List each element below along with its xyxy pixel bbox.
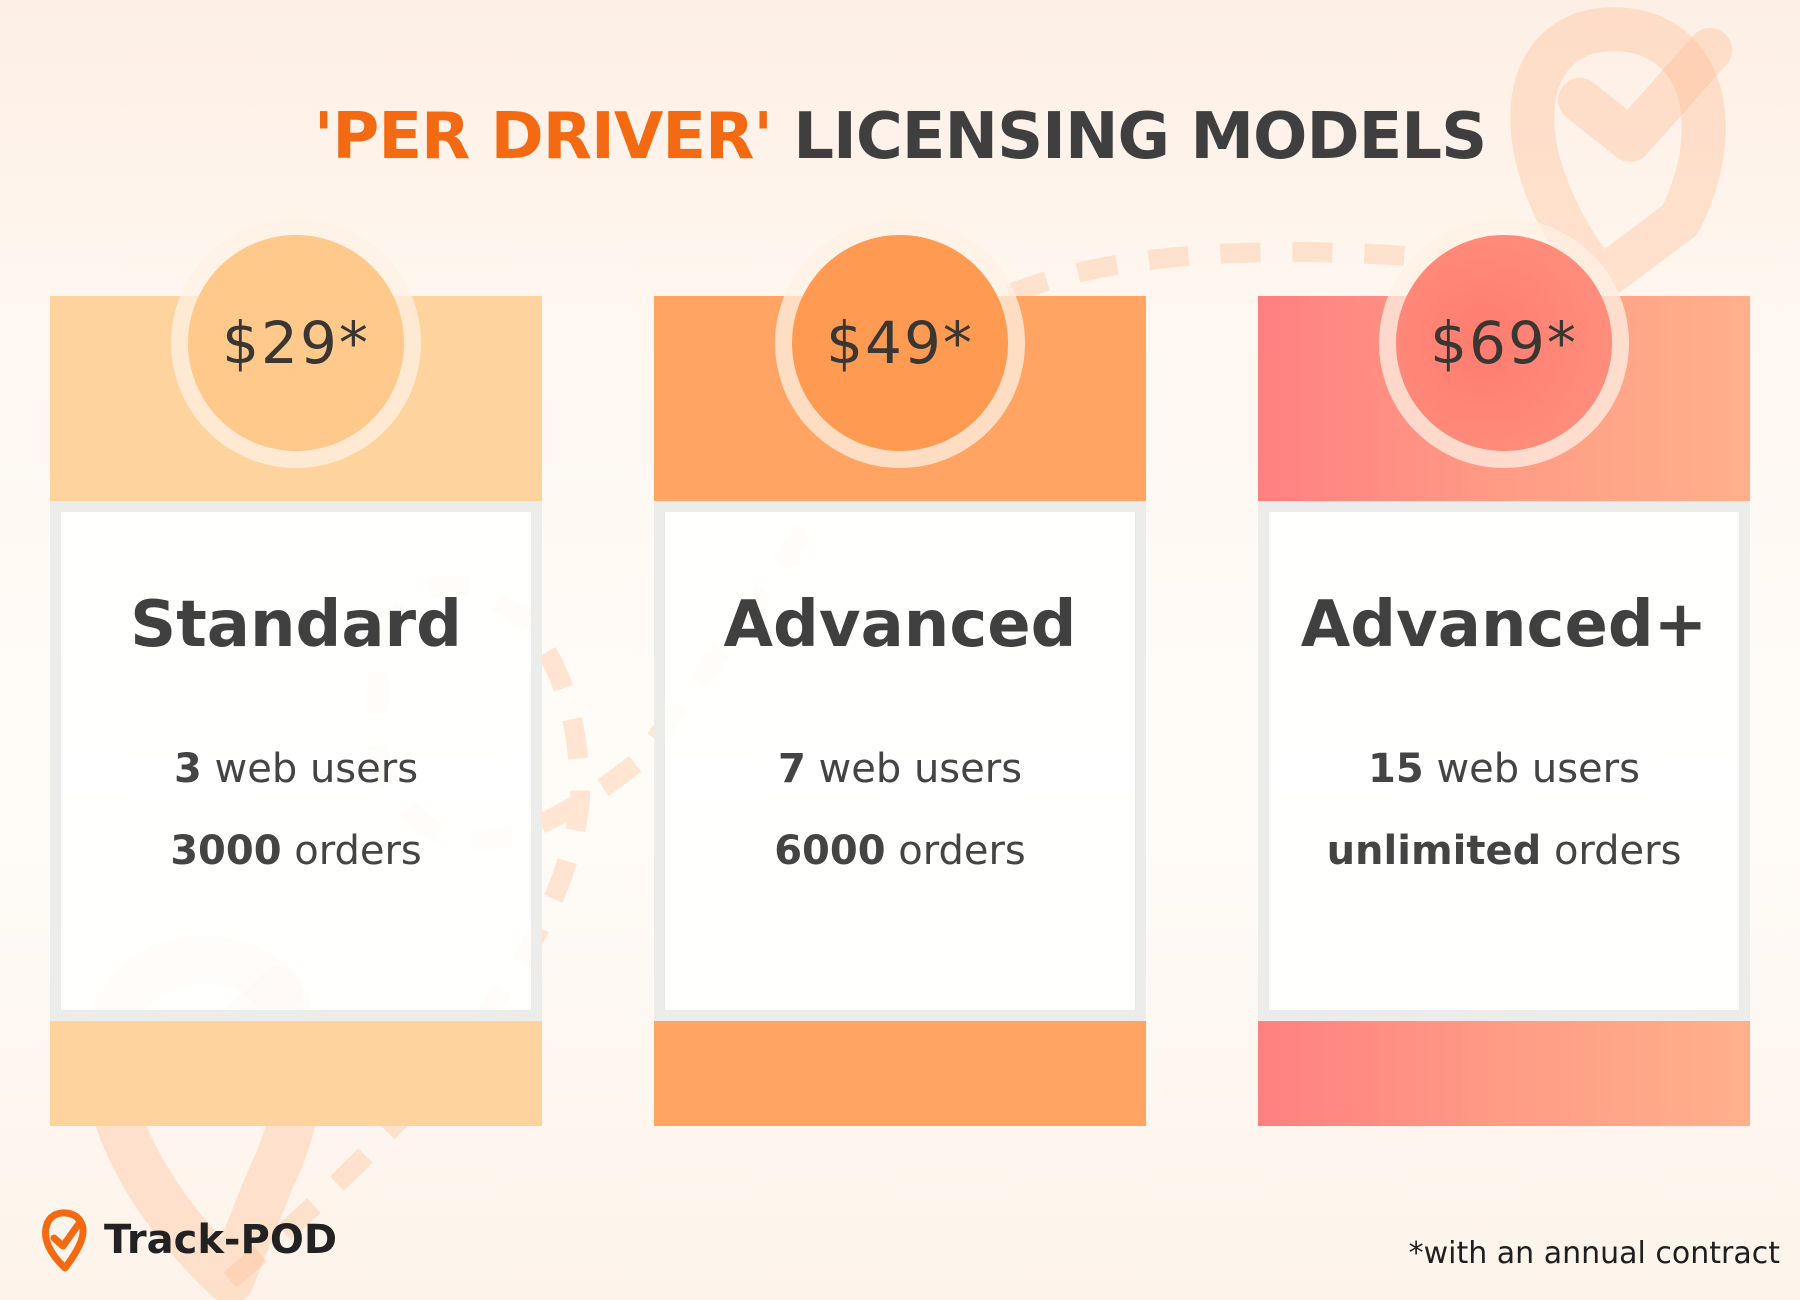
plan-card-standard: $29* Standard 3 web users 3000 orders	[50, 218, 542, 1126]
orders-label: orders	[294, 828, 422, 874]
title-accent: 'PER DRIVER'	[313, 100, 773, 174]
web-users-feature: 7 web users	[654, 746, 1146, 792]
orders-count: 6000	[774, 828, 886, 874]
web-users-label: web users	[1436, 746, 1640, 792]
orders-feature: 3000 orders	[50, 828, 542, 874]
orders-count: unlimited	[1326, 828, 1542, 874]
price-badge: $69*	[1396, 235, 1612, 451]
web-users-count: 7	[777, 746, 806, 792]
price-label: $29*	[222, 309, 370, 377]
web-users-label: web users	[818, 746, 1023, 792]
plan-footer	[654, 1021, 1146, 1126]
plan-body	[654, 501, 1146, 1021]
orders-count: 3000	[170, 828, 282, 874]
title-rest: LICENSING MODELS	[793, 100, 1487, 174]
plan-footer	[50, 1021, 542, 1126]
plan-card-advanced: $49* Advanced 7 web users 6000 orders	[654, 218, 1146, 1126]
plan-body	[1258, 501, 1750, 1021]
orders-feature: unlimited orders	[1258, 828, 1750, 874]
brand-name: Track-POD	[104, 1217, 338, 1263]
footnote: *with an annual contract	[1408, 1236, 1780, 1271]
location-check-icon	[42, 1209, 87, 1272]
orders-feature: 6000 orders	[654, 828, 1146, 874]
plan-name: Standard	[130, 588, 462, 662]
brand-logo: Track-POD	[40, 1208, 337, 1272]
web-users-feature: 3 web users	[50, 746, 542, 792]
plan-name: Advanced	[723, 588, 1077, 662]
orders-label: orders	[1553, 828, 1682, 874]
web-users-label: web users	[214, 746, 419, 792]
page-title: 'PER DRIVER' LICENSING MODELS	[0, 100, 1800, 174]
orders-label: orders	[898, 828, 1026, 874]
price-badge: $49*	[792, 235, 1008, 451]
web-users-count: 3	[173, 746, 202, 792]
web-users-feature: 15 web users	[1258, 746, 1750, 792]
map-pin-icon	[1510, 7, 1732, 302]
price-badge: $29*	[188, 235, 404, 451]
web-users-count: 15	[1368, 746, 1424, 792]
plan-body	[50, 501, 542, 1021]
price-label: $49*	[826, 309, 974, 377]
price-label: $69*	[1430, 309, 1578, 377]
plan-footer	[1258, 1021, 1750, 1126]
plan-card-advanced-plus: $69* Advanced+ 15 web users unlimited or…	[1258, 218, 1750, 1126]
plan-name: Advanced+	[1300, 588, 1708, 662]
